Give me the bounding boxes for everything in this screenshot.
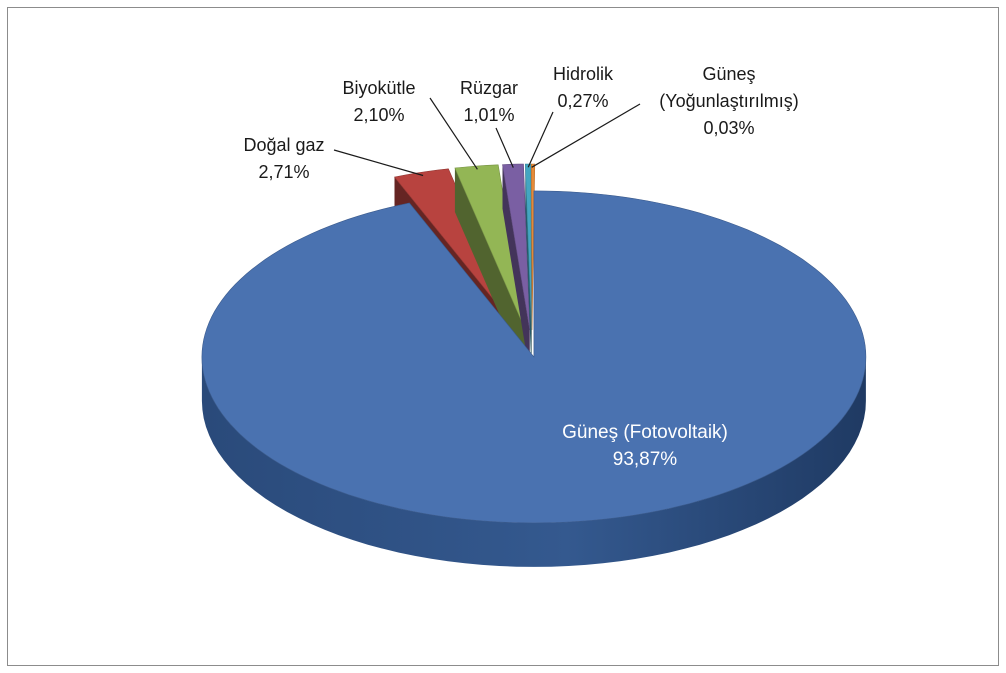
leader-line-gunes-yogunlastirilmis — [531, 103, 641, 168]
label-gunes-fotovoltaik-name: Güneş (Fotovoltaik) — [562, 422, 728, 443]
slice-hidrolik — [524, 163, 532, 375]
slice-wall-biyokutle — [454, 168, 526, 375]
slice-top-ruzgar — [502, 163, 531, 331]
label-dogal-gaz-name: Doğal gaz — [243, 135, 324, 155]
label-biyokutle-value: 2,10% — [353, 105, 404, 125]
slice-wall-ruzgar — [502, 164, 530, 375]
leader-line-ruzgar — [495, 127, 514, 168]
label-gunes-fotovoltaik: Güneş (Fotovoltaik) 93,87% — [562, 422, 728, 470]
label-ruzgar-name: Rüzgar — [460, 78, 518, 98]
leader-line-hidrolik — [527, 111, 554, 168]
slices-layer — [201, 163, 867, 567]
label-dogal-gaz: Doğal gaz 2,71% — [243, 135, 324, 182]
label-ruzgar-value: 1,01% — [463, 105, 514, 125]
label-biyokutle-name: Biyokütle — [342, 78, 415, 98]
label-hidrolik: Hidrolik 0,27% — [553, 64, 614, 111]
label-hidrolik-name: Hidrolik — [553, 64, 614, 84]
label-ruzgar: Rüzgar 1,01% — [460, 78, 518, 125]
slice-top-hidrolik — [524, 163, 532, 331]
leader-lines — [333, 97, 641, 177]
slice-top-dogal-gaz — [393, 168, 520, 332]
slice-side-gunes-fotovoltaik — [201, 356, 866, 567]
label-dogal-gaz-value: 2,71% — [258, 162, 309, 182]
slice-wall-hidrolik — [525, 164, 532, 375]
label-gunes-fotovoltaik-value: 93,87% — [613, 449, 678, 470]
label-gunes-yogun-value: 0,03% — [703, 118, 754, 138]
slice-ruzgar — [502, 163, 531, 375]
label-gunes-yogunlastirilmis: Güneş (Yoğunlaştırılmış) 0,03% — [659, 64, 798, 138]
leader-line-biyokutle — [429, 97, 478, 170]
slice-biyokutle — [454, 164, 526, 375]
slice-top-gunes-fotovoltaik — [201, 190, 867, 524]
label-gunes-yogun-line1: Güneş — [702, 64, 755, 84]
label-hidrolik-value: 0,27% — [557, 91, 608, 111]
slice-top-biyokutle — [454, 164, 526, 331]
slice-gunes-fotovoltaik — [201, 190, 867, 567]
label-biyokutle: Biyokütle 2,10% — [342, 78, 415, 125]
label-gunes-yogun-line2: (Yoğunlaştırılmış) — [659, 91, 798, 111]
leader-line-dogal-gaz — [333, 149, 424, 177]
